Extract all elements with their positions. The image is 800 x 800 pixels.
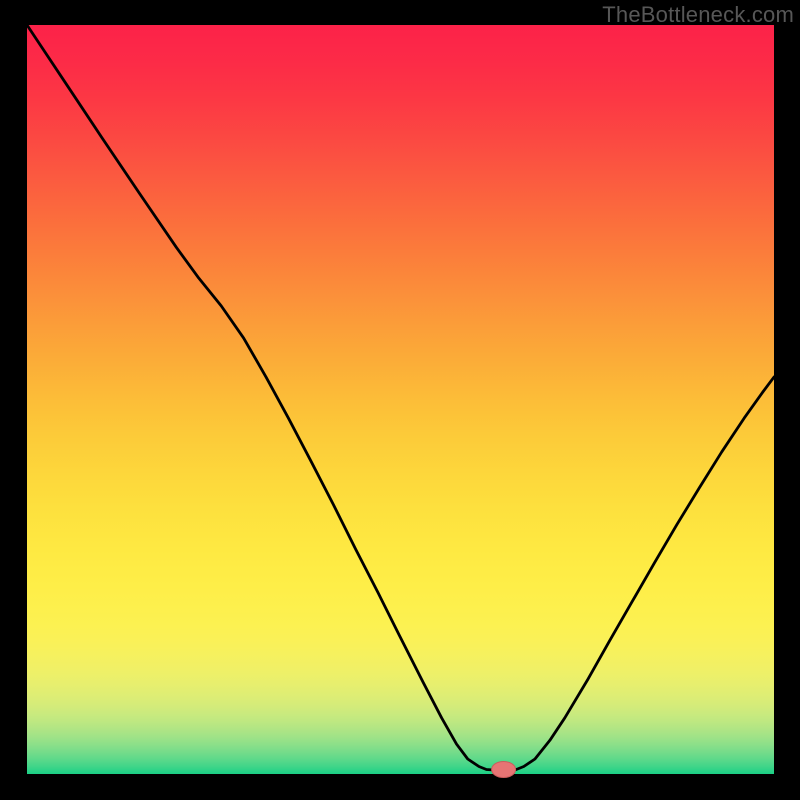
watermark-text: TheBottleneck.com (602, 2, 794, 28)
optimal-marker (492, 762, 516, 778)
plot-background (27, 25, 774, 774)
bottleneck-chart (0, 0, 800, 800)
chart-container: TheBottleneck.com (0, 0, 800, 800)
